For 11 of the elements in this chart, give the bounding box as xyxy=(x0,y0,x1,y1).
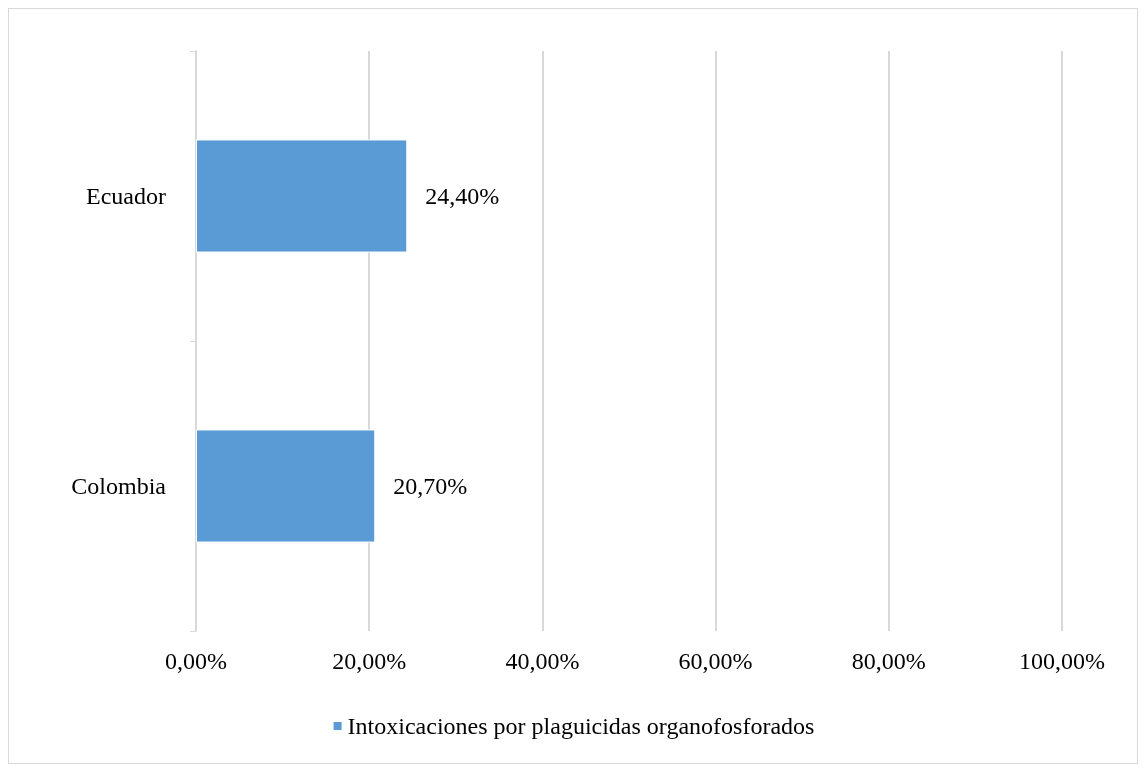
legend-label: Intoxicaciones por plaguicidas organofosforados xyxy=(347,713,815,739)
x-tick-label: 20,00% xyxy=(332,648,407,674)
x-tick-label: 100,00% xyxy=(1019,648,1105,674)
x-tick-label: 80,00% xyxy=(851,648,926,674)
x-tick-label: 0,00% xyxy=(165,648,227,674)
x-tick-label: 40,00% xyxy=(505,648,580,674)
y-tick-label: Colombia xyxy=(71,473,167,499)
data-label: 20,70% xyxy=(393,473,468,499)
x-tick-label: 60,00% xyxy=(678,648,753,674)
data-label: 24,40% xyxy=(425,183,500,209)
y-tick-label: Ecuador xyxy=(86,183,166,209)
